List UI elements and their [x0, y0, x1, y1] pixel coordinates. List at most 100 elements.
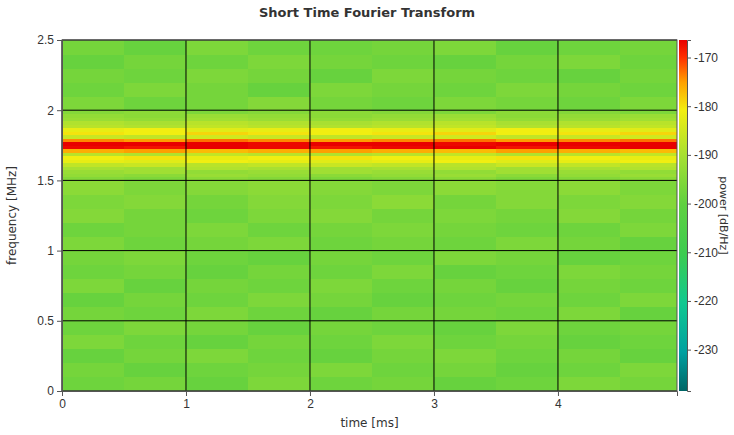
colorbar-axis: -230-220-210-200-190-180-170	[687, 41, 718, 392]
cell	[186, 54, 248, 69]
cell	[372, 208, 434, 223]
cell	[310, 208, 372, 223]
cell	[186, 223, 248, 238]
cell	[186, 96, 248, 111]
tick-mark	[57, 40, 62, 41]
cell	[310, 363, 372, 378]
colorbar	[679, 40, 687, 391]
cell	[372, 117, 434, 121]
cell	[124, 159, 186, 163]
tick-mark	[687, 301, 691, 302]
tick: 0.5	[37, 314, 62, 328]
cell	[434, 251, 496, 266]
cell	[620, 173, 677, 177]
tick-label: -200	[694, 197, 718, 211]
cell	[248, 166, 310, 170]
tick-mark	[186, 391, 187, 396]
cell	[372, 54, 434, 69]
cell	[248, 156, 310, 160]
cell	[248, 194, 310, 209]
cell	[496, 208, 558, 223]
cell	[372, 194, 434, 209]
cell	[248, 142, 310, 146]
cell	[372, 180, 434, 195]
cell	[434, 149, 496, 153]
cell	[372, 163, 434, 167]
cell	[62, 321, 124, 336]
cell	[124, 131, 186, 135]
cell	[124, 68, 186, 83]
cell	[558, 40, 620, 55]
cell	[620, 135, 677, 139]
x-axis: 01234	[59, 391, 677, 411]
cell	[558, 208, 620, 223]
cell	[496, 110, 558, 114]
cell	[434, 194, 496, 209]
cell	[62, 173, 124, 177]
cell	[620, 152, 677, 156]
cell	[124, 163, 186, 167]
cell	[310, 237, 372, 252]
cell	[248, 152, 310, 156]
cell	[372, 142, 434, 146]
cell	[62, 131, 124, 135]
tick: 1	[47, 244, 62, 258]
cell	[434, 54, 496, 69]
cell	[620, 293, 677, 308]
cell	[558, 321, 620, 336]
cell	[558, 121, 620, 125]
cell	[248, 117, 310, 121]
cell	[124, 349, 186, 364]
cell	[434, 142, 496, 146]
cell	[496, 279, 558, 294]
cell	[186, 156, 248, 160]
cell	[124, 208, 186, 223]
cell	[620, 251, 677, 266]
cell	[62, 68, 124, 83]
cell	[186, 349, 248, 364]
cell	[620, 124, 677, 128]
cell	[434, 377, 496, 391]
cell	[434, 40, 496, 55]
tick: 0	[47, 384, 62, 398]
cell	[496, 237, 558, 252]
cell	[496, 194, 558, 209]
cell	[558, 124, 620, 128]
cell	[434, 159, 496, 163]
cell	[372, 173, 434, 177]
cell	[496, 307, 558, 322]
cell	[434, 307, 496, 322]
tick-mark	[687, 350, 691, 351]
y-axis: 00.511.522.5	[37, 33, 62, 398]
cell	[248, 265, 310, 280]
cell	[310, 159, 372, 163]
cell	[310, 251, 372, 266]
cell	[558, 128, 620, 132]
cell	[558, 279, 620, 294]
cell	[558, 96, 620, 111]
cell	[496, 265, 558, 280]
tick: -190	[687, 148, 718, 162]
cell	[248, 223, 310, 238]
cell	[186, 117, 248, 121]
cell	[372, 223, 434, 238]
cell	[558, 138, 620, 142]
cell	[558, 82, 620, 97]
cell	[310, 170, 372, 174]
cell	[496, 363, 558, 378]
cell	[434, 173, 496, 177]
cell	[496, 135, 558, 139]
cell	[434, 145, 496, 149]
cell	[62, 152, 124, 156]
cell	[372, 265, 434, 280]
cell	[434, 110, 496, 114]
cell	[62, 138, 124, 142]
cell	[62, 251, 124, 266]
cell	[124, 110, 186, 114]
cell	[248, 163, 310, 167]
cell	[434, 166, 496, 170]
cells	[62, 40, 677, 391]
cell	[310, 223, 372, 238]
cell	[620, 279, 677, 294]
cell	[248, 307, 310, 322]
